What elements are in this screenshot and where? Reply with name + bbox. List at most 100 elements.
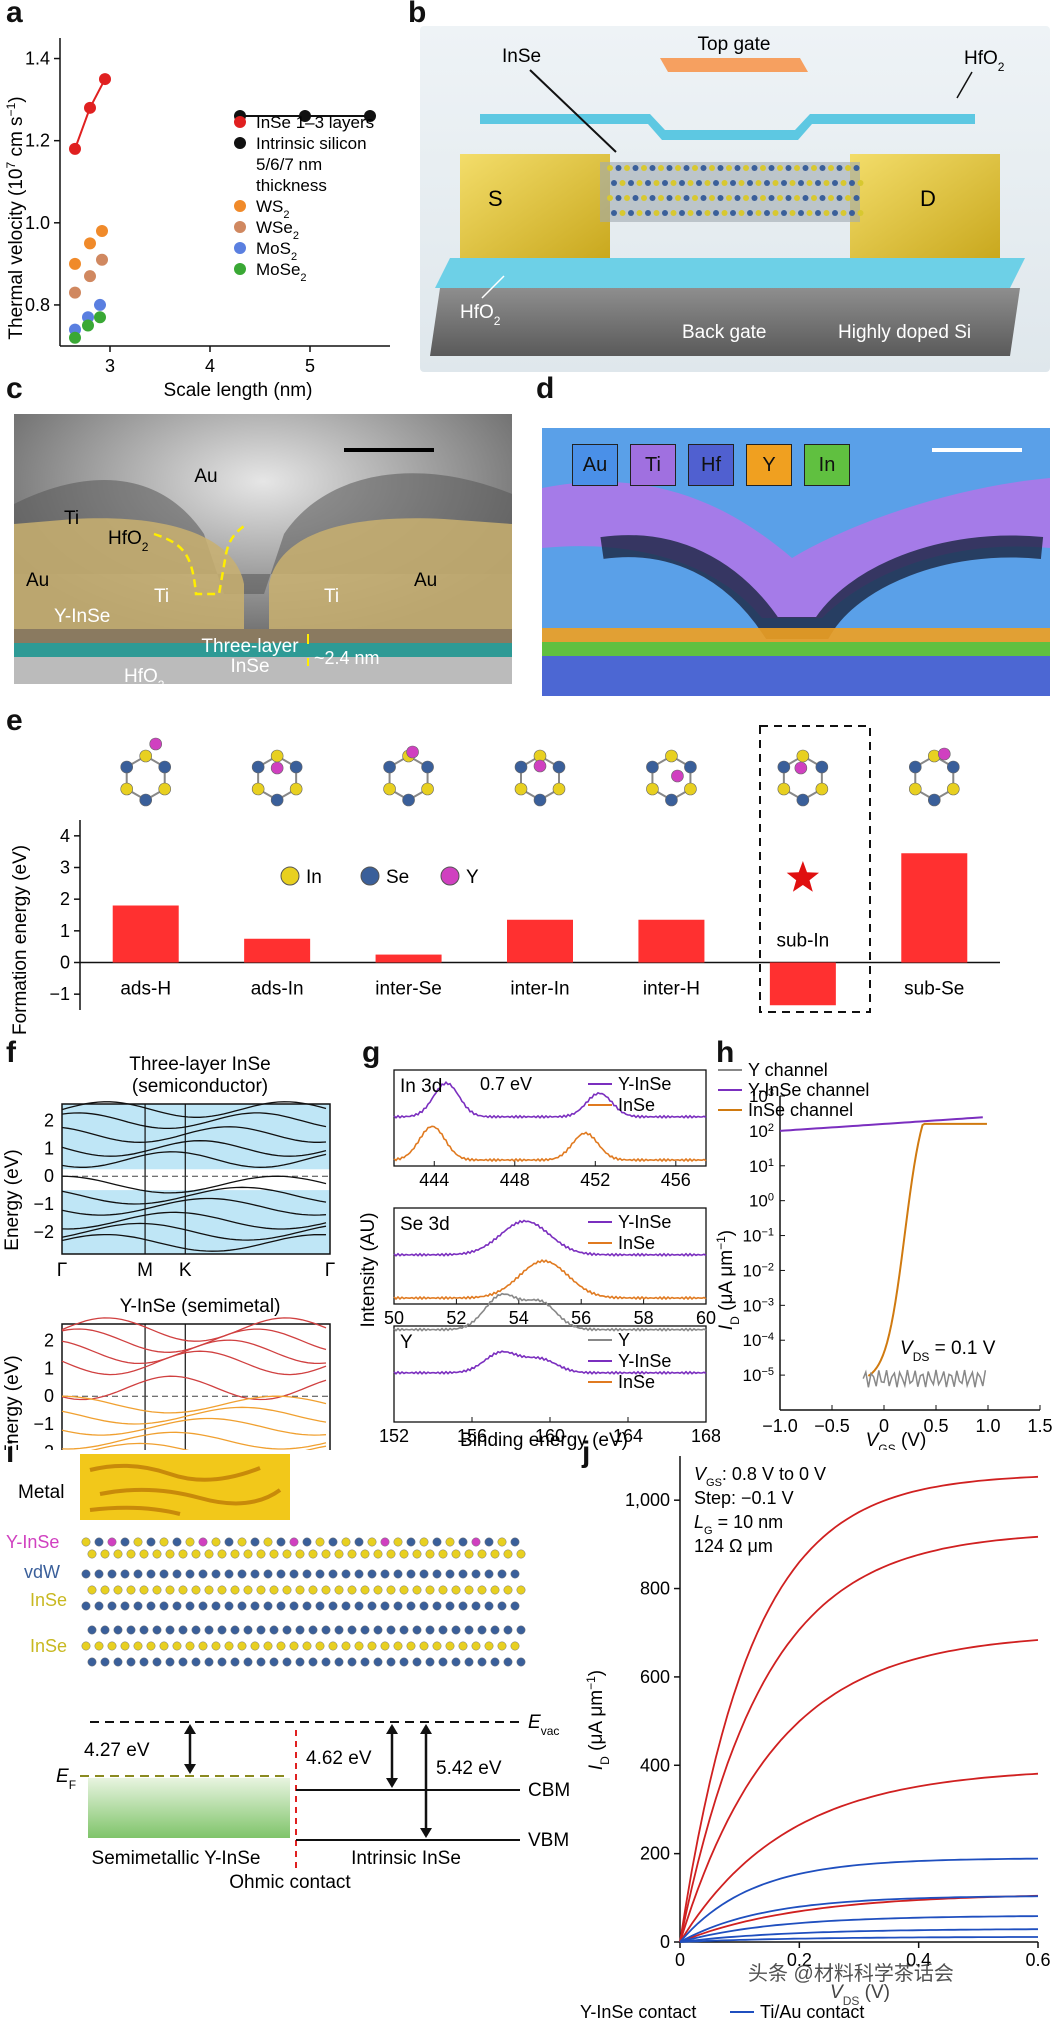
watermark: 头条 @材料科学茶话会 — [748, 1962, 954, 1985]
vgs-step: Step: −0.1 V — [694, 1488, 794, 1508]
panel-label-h: h — [716, 1036, 735, 1069]
i-atom — [269, 1657, 279, 1667]
inse-atom — [628, 210, 634, 216]
e-atom — [777, 782, 791, 796]
i-atom — [120, 1641, 130, 1651]
e-atom — [251, 782, 265, 796]
g-xtick-label: 448 — [500, 1170, 530, 1190]
f-shade — [62, 1190, 330, 1254]
i-atom — [477, 1625, 487, 1635]
a-data-point — [84, 101, 96, 114]
i-atom — [321, 1549, 331, 1559]
i-atom — [393, 1537, 403, 1547]
i-atom — [185, 1569, 195, 1579]
inse-atom — [679, 180, 685, 186]
i-atom — [100, 1549, 110, 1559]
i-atom — [432, 1537, 442, 1547]
ohmic-label: Ohmic contact — [229, 1872, 351, 1893]
inse-atom — [798, 180, 804, 186]
e-legend-label: In — [306, 867, 322, 888]
inse-atom — [755, 180, 762, 186]
i-atom — [146, 1569, 156, 1579]
g-xtick-label: 452 — [580, 1170, 610, 1190]
h-ytick-label: 103 — [749, 1087, 774, 1106]
i-atom — [198, 1641, 208, 1651]
i-atom — [230, 1625, 240, 1635]
i-atom — [451, 1657, 461, 1667]
i-atom — [445, 1601, 455, 1611]
inse-atom — [764, 210, 770, 216]
i-atom — [360, 1549, 370, 1559]
transfer-xlabel: VGS (V) — [866, 1430, 927, 1450]
e-atom — [383, 760, 396, 774]
i-atom — [81, 1601, 91, 1611]
vds-annotation: VDS = 0.1 V — [900, 1338, 996, 1364]
panel-j-output: 0 200 400 600 800 1,000 0 0.2 0.4 0.6 ID (μA μm−1… — [580, 1456, 1051, 2020]
inse-atom — [607, 165, 613, 171]
panel-a-xlabel: Scale length (nm) — [164, 380, 313, 401]
a-data-point — [96, 225, 108, 238]
i-atom — [373, 1625, 383, 1635]
i-atom — [81, 1641, 91, 1651]
panel-label-a: a — [6, 0, 23, 29]
i-atom — [81, 1537, 91, 1547]
e-atom — [289, 782, 303, 796]
i-atom — [445, 1537, 455, 1547]
source-contact — [460, 154, 610, 258]
i-atom — [464, 1585, 474, 1595]
i-atom — [334, 1625, 344, 1635]
g-spectrum — [393, 1292, 707, 1332]
g-spectrum — [393, 1258, 707, 1301]
i-atom — [438, 1657, 448, 1667]
inse-atom — [675, 165, 681, 171]
e-y-atom — [794, 761, 808, 775]
inse-atom — [645, 210, 651, 216]
i-atom — [230, 1657, 240, 1667]
i-atom — [432, 1641, 442, 1651]
a-data-point — [99, 73, 111, 86]
f-ytick-label: 1 — [44, 1138, 54, 1158]
i-atom — [100, 1657, 110, 1667]
au-left-region — [14, 518, 244, 629]
inse-atom — [828, 165, 834, 171]
i-atom — [211, 1537, 221, 1547]
e-atom — [646, 782, 659, 796]
e-atom — [777, 760, 791, 774]
highlight-box — [759, 725, 871, 1013]
g-spectrum — [393, 1350, 707, 1375]
j-output-curve — [679, 1915, 1039, 1943]
g-legend-label: Y-InSe — [618, 1074, 671, 1094]
inse-atom — [772, 210, 779, 216]
tem-image: Au Ti HfO2 Au Au Ti Ti Y-InSe Three-laye… — [14, 414, 512, 684]
thickness-label: ~2.4 nm — [314, 648, 380, 668]
j-output-curve — [679, 1857, 1039, 1943]
inse-atom — [675, 195, 681, 201]
a-data-point — [69, 257, 81, 270]
i-atom — [185, 1641, 195, 1651]
i-atom — [126, 1657, 136, 1667]
i-atom — [334, 1549, 344, 1559]
i-atom — [412, 1657, 422, 1667]
output-ylabel: ID (μA μm−1) — [584, 1670, 612, 1770]
inse-atom — [832, 210, 838, 216]
inse-atom — [704, 180, 711, 186]
i-atom — [347, 1549, 357, 1559]
inse-atom — [802, 195, 809, 201]
e-atom — [289, 760, 303, 774]
inse-atom — [713, 180, 719, 186]
i-atom — [159, 1601, 169, 1611]
i-atom — [100, 1625, 110, 1635]
f-valence-band — [61, 1233, 327, 1252]
i-atom — [328, 1537, 338, 1547]
j-output-curve — [679, 1928, 1038, 1943]
i-atom — [419, 1601, 429, 1611]
a-data-point — [84, 237, 96, 250]
ti-label-right: Ti — [324, 586, 339, 607]
panel-label-i: i — [6, 1436, 15, 1469]
i-atom — [224, 1537, 234, 1547]
inse-atom — [747, 180, 753, 186]
hfo2-bottom-label: HfO2 — [460, 302, 501, 328]
g-xtick-label: 160 — [535, 1426, 565, 1446]
a-data-point — [84, 270, 96, 283]
i-atom — [230, 1549, 240, 1559]
